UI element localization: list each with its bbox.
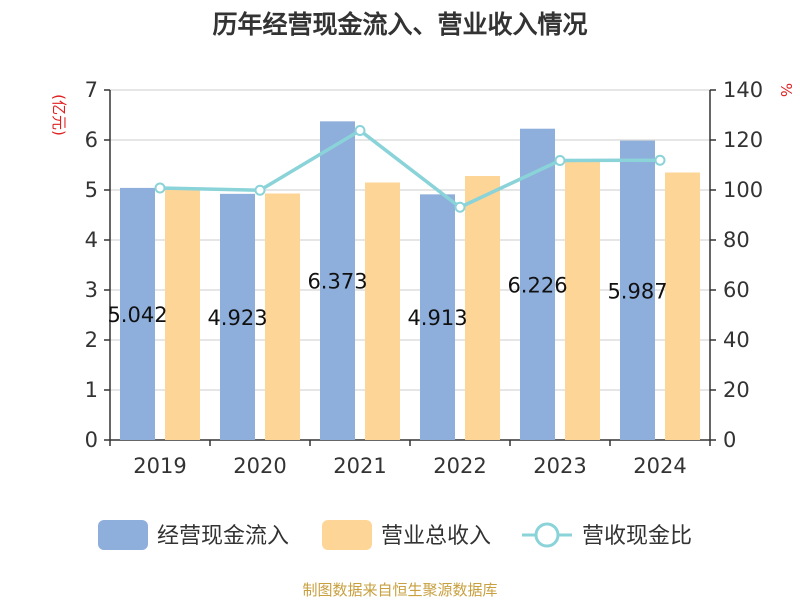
- right-tick-label: 40: [723, 328, 750, 352]
- right-tick-label: 100: [723, 178, 763, 202]
- right-tick-label: 120: [723, 128, 763, 152]
- left-axis-unit: (亿元): [50, 94, 68, 136]
- legend-label-ratio: 营收现金比: [582, 524, 692, 549]
- ratio-point: [554, 155, 566, 166]
- x-tick-label: 2019: [133, 454, 186, 478]
- bar-revenue: [365, 182, 400, 440]
- ratio-point: [354, 125, 366, 136]
- data-labels: 5.042 4.923 6.373 4.913 6.226 5.987: [107, 270, 667, 331]
- data-label-inflow: 4.913: [407, 306, 467, 330]
- bar-revenue: [465, 176, 500, 440]
- x-tick-label: 2020: [233, 454, 286, 478]
- right-tick-label: 20: [723, 378, 750, 402]
- line-series: [154, 125, 666, 213]
- x-tick-label: 2023: [533, 454, 586, 478]
- right-axis-unit: %: [777, 83, 795, 97]
- bar-inflow: [420, 194, 455, 440]
- bar-inflow: [620, 140, 655, 440]
- bar-inflow: [220, 193, 255, 440]
- ratio-point: [154, 182, 166, 194]
- bar-revenue: [265, 193, 300, 440]
- legend-label-revenue: 营业总收入: [381, 524, 491, 549]
- bar-revenue: [165, 190, 200, 440]
- x-axis-ticks: 2019 2020 2021 2022 2023 2024: [109, 440, 711, 478]
- data-label-inflow: 6.373: [307, 270, 367, 294]
- chart-title: 历年经营现金流入、营业收入情况: [212, 10, 587, 39]
- left-axis-ticks: 0 1 2 3 4 5 6 7: [85, 78, 110, 452]
- left-tick-label: 2: [85, 328, 98, 352]
- legend-swatch-revenue: [322, 520, 372, 550]
- legend-item-inflow[interactable]: 经营现金流入: [98, 520, 289, 550]
- x-tick-label: 2024: [633, 454, 686, 478]
- source-note: 制图数据来自恒生聚源数据库: [302, 581, 497, 599]
- legend-marker-ratio: [534, 522, 560, 548]
- legend-swatch-inflow: [98, 520, 148, 550]
- ratio-point: [254, 184, 266, 196]
- legend-label-inflow: 经营现金流入: [157, 524, 289, 549]
- left-tick-label: 3: [85, 278, 98, 302]
- legend-item-ratio[interactable]: 营收现金比: [522, 522, 692, 549]
- x-tick-label: 2021: [333, 454, 386, 478]
- data-label-inflow: 4.923: [207, 306, 267, 330]
- left-tick-label: 4: [85, 228, 98, 252]
- ratio-point: [454, 201, 466, 213]
- ratio-line: [159, 128, 661, 209]
- bar-inflow: [320, 121, 355, 440]
- legend: 经营现金流入 营业总收入 营收现金比: [98, 520, 692, 550]
- right-tick-label: 140: [723, 78, 763, 102]
- bar-revenue: [565, 161, 600, 440]
- bar-series: [120, 121, 700, 440]
- x-tick-label: 2022: [433, 454, 486, 478]
- right-axis-ticks: 0 20 40 60 80 100 120 140: [710, 78, 763, 452]
- left-tick-label: 0: [85, 428, 98, 452]
- left-tick-label: 6: [85, 128, 98, 152]
- right-tick-label: 60: [723, 278, 750, 302]
- bar-inflow: [520, 128, 555, 440]
- left-tick-label: 1: [85, 378, 98, 402]
- data-label-inflow: 6.226: [507, 273, 567, 297]
- ratio-point: [654, 154, 666, 166]
- left-tick-label: 7: [85, 78, 98, 102]
- right-tick-label: 0: [723, 428, 736, 452]
- bar-revenue: [665, 172, 700, 440]
- data-label-inflow: 5.042: [107, 303, 167, 327]
- data-label-inflow: 5.987: [607, 279, 667, 303]
- bar-inflow: [120, 187, 155, 440]
- left-tick-label: 5: [85, 178, 98, 202]
- legend-item-revenue[interactable]: 营业总收入: [322, 520, 491, 550]
- right-tick-label: 80: [723, 228, 750, 252]
